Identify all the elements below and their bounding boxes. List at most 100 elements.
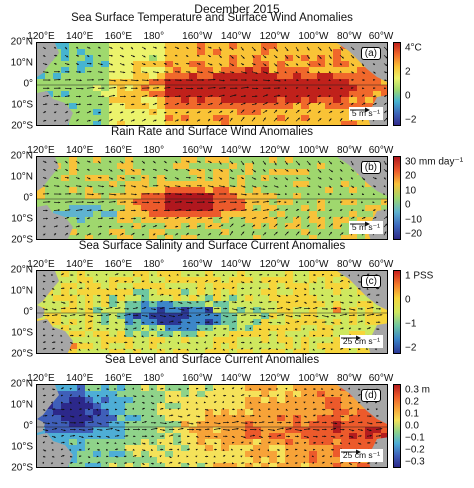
lon-tick-label: 100°W: [298, 373, 329, 384]
lon-tick-label: 140°W: [220, 31, 251, 42]
reference-arrow-icon: [349, 221, 370, 227]
reference-vector-label: 5 m s⁻¹: [351, 222, 380, 232]
panel-label: (c): [361, 275, 381, 288]
panel: Sea Surface Temperature and Surface Wind…: [0, 12, 474, 142]
anomaly-field: [37, 271, 387, 353]
lon-tick-label: 180°: [143, 145, 165, 156]
anomaly-vectors: [42, 387, 383, 466]
map-canvas: [37, 385, 387, 467]
colorbar-tick-label: −0.3: [405, 456, 425, 468]
lon-tick-label: 120°W: [259, 31, 290, 42]
lat-tick-label: 20°S: [11, 348, 33, 360]
lat-tick-label: 10°N: [10, 57, 33, 69]
anomaly-vectors: [42, 273, 383, 351]
lon-tick-label: 140°W: [220, 145, 251, 156]
lon-tick-label: 160°W: [182, 145, 213, 156]
reference-arrow-icon: [340, 335, 361, 341]
colorbar-tick-label: −0.2: [405, 444, 425, 456]
lon-tick-label: 100°W: [298, 31, 329, 42]
colorbar-tick-label: −20: [405, 228, 422, 240]
lat-tick-label: 10°S: [11, 441, 33, 453]
colorbar-tick-label: 0: [405, 90, 411, 102]
lon-tick-label: 120°E: [27, 145, 55, 156]
lon-tick-label: 160°W: [182, 259, 213, 270]
colorbar-tick-label: 4°C: [405, 42, 422, 54]
lat-tick-label: 10°S: [11, 213, 33, 225]
reference-vector: 5 m s⁻¹: [348, 107, 383, 120]
lon-tick-label: 100°W: [298, 145, 329, 156]
lon-tick-label: 120°W: [259, 259, 290, 270]
latitude-axis: 20°N 10°N 0° 10°S 20°S: [0, 151, 36, 246]
lon-tick-label: 160°W: [182, 373, 213, 384]
reference-vector-label: 5 m s⁻¹: [351, 108, 380, 118]
reference-vector-label: 25 cm s⁻¹: [342, 450, 380, 460]
lat-tick-label: 10°S: [11, 327, 33, 339]
lat-tick-label: 0°: [23, 192, 33, 204]
panel-title: Sea Surface Temperature and Surface Wind…: [71, 12, 353, 24]
colorbar-tick-label: 0: [405, 294, 411, 306]
lat-tick-label: 20°N: [10, 264, 33, 276]
lon-tick-label: 140°W: [220, 373, 251, 384]
colorbar: [393, 42, 401, 126]
colorbar-labels: 0.3 m 0.2 0.1 0.0 −0.1 −0.2 −0.3: [405, 384, 473, 468]
lon-tick-label: 60°W: [368, 31, 394, 42]
colorbar-tick-label: 0: [405, 199, 411, 211]
lon-tick-label: 180°: [143, 259, 165, 270]
latitude-axis: 20°N 10°N 0° 10°S 20°S: [0, 37, 36, 132]
panel: Sea Level and Surface Current Anomalies 2…: [0, 354, 474, 484]
reference-vector-label: 25 cm s⁻¹: [342, 336, 380, 346]
lon-tick-label: 120°E: [27, 259, 55, 270]
lat-tick-label: 0°: [23, 78, 33, 90]
latitude-axis: 20°N 10°N 0° 10°S 20°S: [0, 265, 36, 360]
lon-tick-label: 80°W: [337, 145, 362, 156]
lat-tick-label: 20°N: [10, 150, 33, 162]
anomaly-field: [37, 157, 387, 239]
lat-tick-label: 20°S: [11, 234, 33, 246]
colorbar: [393, 384, 401, 468]
lon-tick-label: 60°W: [368, 373, 394, 384]
anomaly-map: (a) 5 m s⁻¹: [36, 42, 388, 126]
reference-arrow-icon: [349, 107, 370, 113]
lon-tick-label: 140°E: [66, 31, 94, 42]
colorbar: [393, 156, 401, 240]
lon-tick-label: 160°W: [182, 31, 213, 42]
panel-label: (a): [360, 47, 381, 60]
colorbar-tick-label: 2: [405, 66, 411, 78]
lon-tick-label: 120°E: [27, 31, 55, 42]
lat-tick-label: 0°: [23, 420, 33, 432]
colorbar-tick-label: −2: [405, 114, 417, 126]
reference-vector: 25 cm s⁻¹: [339, 335, 383, 348]
colorbar-tick-label: 0.1: [405, 408, 419, 420]
lat-tick-label: 10°S: [11, 99, 33, 111]
map-canvas: [37, 43, 387, 125]
colorbar-labels: 4°C 2 0 −2: [405, 42, 473, 126]
panel-title: Sea Level and Surface Current Anomalies: [104, 354, 320, 366]
lon-tick-label: 140°E: [66, 259, 94, 270]
lon-tick-label: 160°E: [104, 259, 133, 270]
reference-vector: 25 cm s⁻¹: [339, 449, 383, 462]
lat-tick-label: 0°: [23, 306, 33, 318]
lon-tick-label: 100°W: [298, 259, 329, 270]
lon-tick-label: 80°W: [337, 31, 362, 42]
panel: Rain Rate and Surface Wind Anomalies 20°N…: [0, 126, 474, 256]
lon-tick-label: 180°: [143, 31, 165, 42]
colorbar-tick-label: −1: [405, 318, 417, 330]
panel-label: (b): [360, 161, 381, 174]
lon-tick-label: 60°W: [368, 145, 394, 156]
lat-tick-label: 20°N: [10, 378, 33, 390]
figure-title: December 2015: [194, 2, 280, 16]
colorbar-labels: 1 PSS 0 −1 −2: [405, 270, 473, 354]
anomaly-field: [37, 43, 387, 125]
colorbar-tick-label: 0.2: [405, 396, 419, 408]
lat-tick-label: 20°S: [11, 120, 33, 132]
panel-title: Sea Surface Salinity and Surface Current…: [78, 240, 346, 252]
lon-tick-label: 140°E: [66, 145, 94, 156]
anomaly-map: (b) 5 m s⁻¹: [36, 156, 388, 240]
map-canvas: [37, 271, 387, 353]
lon-tick-label: 80°W: [337, 373, 362, 384]
lon-tick-label: 120°W: [259, 145, 290, 156]
colorbar-tick-label: −2: [405, 342, 417, 354]
lon-tick-label: 80°W: [337, 259, 362, 270]
anomaly-field: [37, 385, 387, 467]
colorbar-tick-label: 10: [405, 185, 417, 197]
